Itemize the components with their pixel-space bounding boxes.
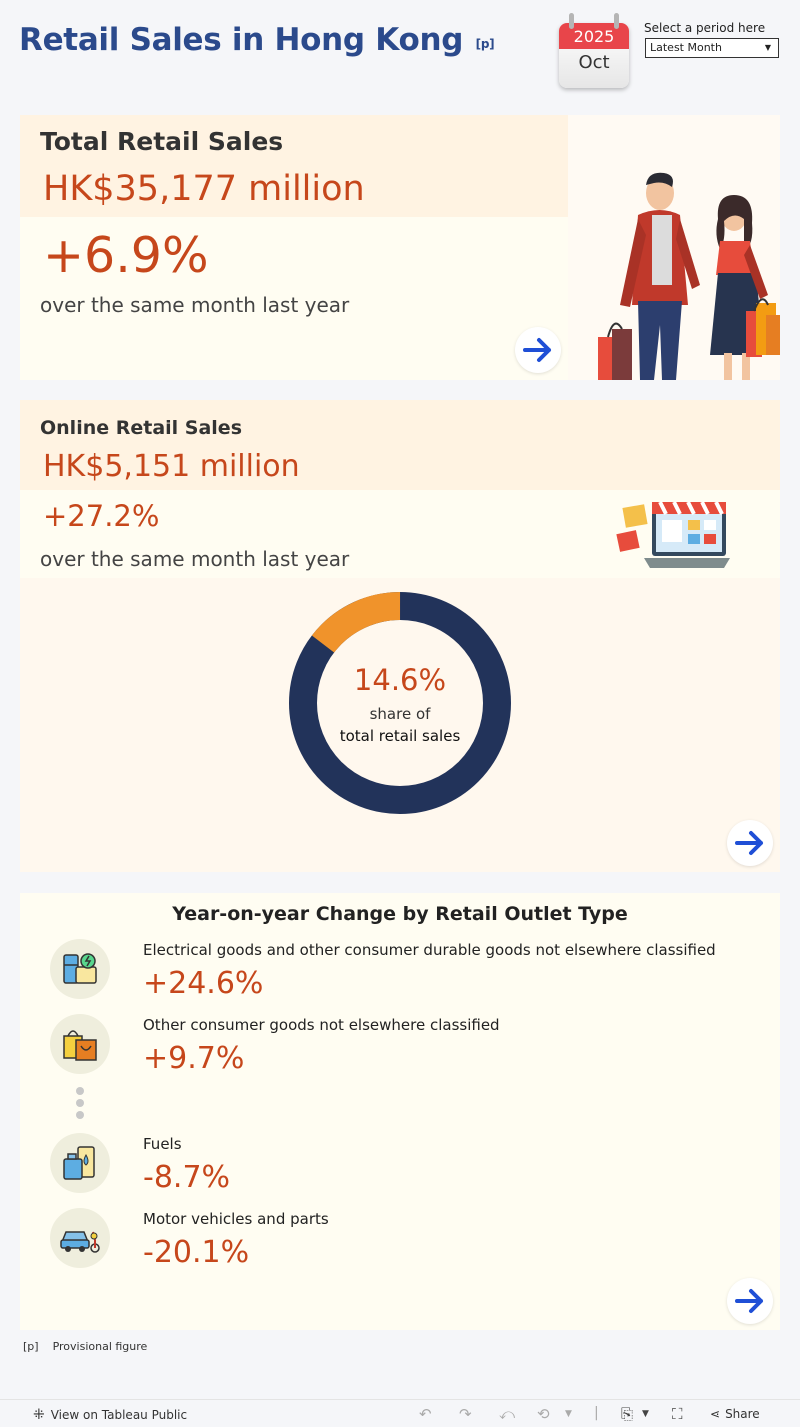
refresh-icon[interactable]: ⟲ (537, 1405, 550, 1423)
ellipsis-dot (76, 1087, 84, 1095)
chevron-down-icon[interactable]: ▼ (565, 1409, 572, 1419)
total-retail-change: +6.9% (43, 227, 209, 284)
share-button[interactable]: ⋖ Share (710, 1407, 760, 1421)
chevron-down-icon[interactable]: ▼ (642, 1409, 649, 1419)
car-icon (50, 1208, 110, 1268)
toolbar-divider: | (594, 1405, 599, 1421)
outlet-type-change: +9.7% (143, 1041, 245, 1076)
total-retail-arrow-button[interactable] (515, 327, 561, 373)
arrow-right-icon (735, 831, 763, 855)
list-item: Electrical goods and other consumer dura… (20, 939, 780, 1011)
total-retail-value: HK$35,177 million (43, 169, 365, 209)
total-retail-header-band (20, 115, 568, 217)
yoy-outlet-card: Year-on-year Change by Retail Outlet Typ… (20, 893, 780, 1330)
online-shop-laptop-icon (616, 501, 730, 568)
online-retail-value: HK$5,151 million (43, 449, 300, 484)
online-retail-subtitle: over the same month last year (40, 547, 350, 571)
fuel-icon (50, 1133, 110, 1193)
list-item: Fuels -8.7% (20, 1133, 780, 1205)
tableau-toolbar: ⁜ View on Tableau Public ↶ ↷ ⤺ ⟲ ▼ | ⎘ ▼ … (0, 1399, 800, 1427)
tableau-logo-icon: ⁜ (33, 1407, 45, 1423)
download-icon[interactable]: ⎘ (621, 1405, 634, 1423)
total-retail-subtitle: over the same month last year (40, 293, 350, 317)
calendar-page: 2025 Oct (559, 23, 629, 88)
period-label: Select a period here (644, 21, 766, 35)
view-on-tableau-link[interactable]: ⁜ View on Tableau Public (33, 1407, 187, 1423)
yoy-title: Year-on-year Change by Retail Outlet Typ… (172, 903, 628, 925)
period-dropdown[interactable]: Latest Month ▼ (645, 38, 779, 58)
outlet-type-label: Fuels (143, 1135, 182, 1153)
fullscreen-icon[interactable]: ⛶ (672, 1405, 683, 1423)
period-selected-value: Latest Month (650, 41, 722, 54)
donut-svg (289, 592, 511, 814)
online-retail-card: Online Retail Sales HK$5,151 million +27… (20, 400, 780, 872)
calendar-ring (569, 13, 574, 29)
caret-down-icon: ▼ (764, 43, 771, 52)
list-item: Motor vehicles and parts -20.1% (20, 1208, 780, 1280)
online-retail-title: Online Retail Sales (40, 417, 243, 439)
calendar-month: Oct (578, 52, 610, 73)
undo-icon[interactable]: ↶ (419, 1405, 432, 1423)
share-icon: ⋖ (710, 1407, 721, 1421)
online-share-value: 14.6% (353, 663, 447, 697)
outlet-type-label: Electrical goods and other consumer dura… (143, 941, 716, 959)
online-retail-arrow-button[interactable] (727, 820, 773, 866)
footnote-text: Provisional figure (52, 1340, 148, 1353)
footnote: [p] Provisional figure (23, 1340, 161, 1353)
outlet-type-change: -20.1% (143, 1235, 250, 1270)
provisional-note: [p] (475, 37, 495, 51)
total-retail-card: Total Retail Sales HK$35,177 million +6.… (20, 115, 780, 380)
page-title-text: Retail Sales in Hong Kong (19, 22, 464, 58)
footnote-mark: [p] (23, 1340, 39, 1353)
appliance-icon (50, 939, 110, 999)
view-on-tableau-label: View on Tableau Public (50, 1408, 188, 1422)
outlet-type-label: Other consumer goods not elsewhere class… (143, 1016, 500, 1034)
calendar-icon: 2025 Oct (559, 13, 629, 88)
total-retail-title: Total Retail Sales (40, 127, 284, 156)
ellipsis-dot (76, 1111, 84, 1119)
online-share-donut-chart: 14.6% share of total retail sales (288, 591, 512, 815)
arrow-right-icon (523, 338, 551, 362)
list-item: Other consumer goods not elsewhere class… (20, 1014, 780, 1086)
outlet-type-change: -8.7% (143, 1160, 231, 1195)
share-label: Share (725, 1407, 760, 1421)
online-retail-header-band (20, 400, 780, 490)
shoppers-illustration (568, 115, 780, 380)
online-retail-change: +27.2% (43, 499, 160, 533)
redo-icon[interactable]: ↷ (459, 1405, 472, 1423)
revert-icon[interactable]: ⤺ (499, 1405, 516, 1423)
online-share-label-1: share of (369, 705, 431, 723)
shopping-bag-icon (50, 1014, 110, 1074)
calendar-ring (614, 13, 619, 29)
yoy-outlet-arrow-button[interactable] (727, 1278, 773, 1324)
outlet-type-change: +24.6% (143, 966, 264, 1001)
arrow-right-icon (735, 1289, 763, 1313)
outlet-type-label: Motor vehicles and parts (143, 1210, 329, 1228)
donut-online-segment (289, 592, 511, 814)
online-share-label-2: total retail sales (339, 727, 461, 745)
page-title: Retail Sales in Hong Kong [p] (19, 22, 495, 58)
ellipsis-dot (76, 1099, 84, 1107)
